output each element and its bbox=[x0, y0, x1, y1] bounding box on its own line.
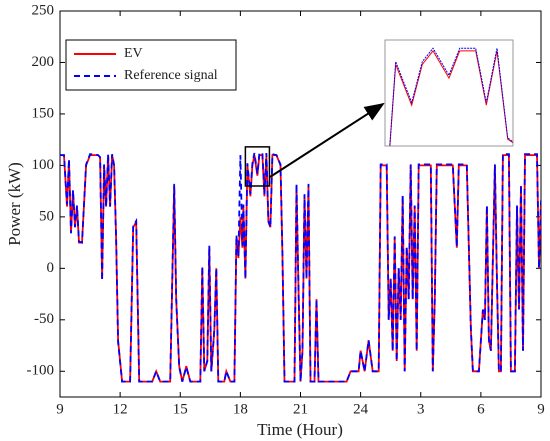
y-tick-label: 100 bbox=[32, 157, 55, 173]
x-tick-label: 24 bbox=[353, 401, 369, 417]
y-tick-label: 50 bbox=[39, 208, 54, 224]
y-tick-label: -50 bbox=[34, 311, 54, 327]
x-tick-label: 12 bbox=[113, 401, 128, 417]
series-line bbox=[60, 152, 541, 383]
legend bbox=[65, 39, 237, 91]
zoom-box bbox=[244, 146, 271, 187]
x-tick-label: 18 bbox=[233, 401, 248, 417]
x-axis-label: Time (Hour) bbox=[257, 420, 343, 439]
x-tick-label: 9 bbox=[56, 401, 64, 417]
x-tick-label: 9 bbox=[537, 401, 545, 417]
y-tick-label: 0 bbox=[47, 260, 55, 276]
inset-line bbox=[389, 47, 513, 146]
y-tick-label: -100 bbox=[27, 363, 55, 379]
x-tick-label: 3 bbox=[417, 401, 425, 417]
x-tick-label: 15 bbox=[173, 401, 188, 417]
y-tick-label: 250 bbox=[32, 2, 55, 18]
zoom-arrow bbox=[269, 102, 385, 178]
y-tick-label: 150 bbox=[32, 105, 55, 121]
legend-label: Reference signal bbox=[124, 68, 218, 83]
x-tick-label: 21 bbox=[293, 401, 308, 417]
inset-frame bbox=[384, 39, 514, 147]
y-tick-label: 200 bbox=[32, 54, 55, 70]
legend-label: EV bbox=[124, 46, 143, 61]
x-tick-label: 6 bbox=[477, 401, 485, 417]
y-axis-label: Power (kW) bbox=[5, 162, 24, 246]
